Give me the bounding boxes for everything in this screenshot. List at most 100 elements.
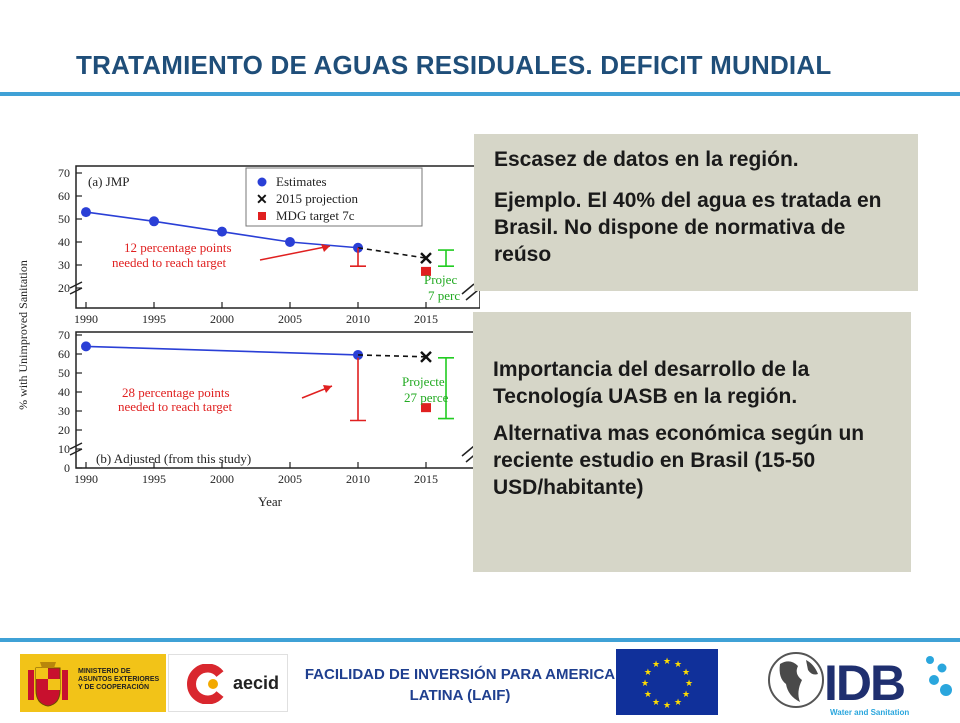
x-tick-label: 2010 — [346, 312, 370, 326]
legend-target: MDG target 7c — [276, 208, 355, 223]
x-tick-label: 2000 — [210, 472, 234, 486]
x-tick-label: 2005 — [278, 312, 302, 326]
y-tick-label: 50 — [58, 366, 70, 380]
idb-globe-icon: IDB Water and Sanitation — [768, 652, 952, 717]
x-tick-label: 2000 — [210, 312, 234, 326]
idb-subtitle: Water and Sanitation — [830, 708, 909, 717]
projected-gap-bar — [438, 357, 454, 420]
panel-a-label: (a) JMP — [88, 174, 130, 189]
estimate-point — [217, 226, 227, 237]
y-axis-label: % with Unimproved Sanitation — [16, 260, 30, 410]
projection-marker — [420, 351, 432, 363]
eu-star: ★ — [674, 659, 682, 669]
y-tick-label: 40 — [58, 235, 70, 249]
estimate-point — [81, 341, 91, 352]
x-tick-label: 2015 — [414, 472, 438, 486]
projection-marker — [420, 252, 432, 264]
panel-b-marks — [81, 341, 454, 422]
sanitation-chart: % with Unimproved Sanitation 20 30 40 50 60 7… — [16, 165, 480, 509]
panel-a-annotation-arrow — [259, 245, 331, 261]
y-tick-label: 20 — [58, 281, 70, 295]
panel-a-marks — [81, 207, 454, 276]
panel-b-annotation-arrowhead — [323, 385, 332, 393]
panel-a-annotation-arrowhead — [321, 244, 330, 252]
coat-of-arms-icon — [28, 662, 68, 707]
svg-text:IDB: IDB — [824, 655, 904, 711]
y-tick-label: 20 — [58, 423, 70, 437]
eu-star: ★ — [663, 700, 671, 710]
panel-a-frame — [75, 165, 480, 309]
target-marker — [421, 266, 431, 276]
x-tick-label: 2015 — [414, 312, 438, 326]
aecid-text: aecid — [233, 673, 280, 693]
y-tick-label: 30 — [58, 258, 70, 272]
eu-star: ★ — [644, 667, 652, 677]
eu-star: ★ — [652, 697, 660, 707]
page-title: TRATAMIENTO DE AGUAS RESIDUALES. DEFICIT… — [76, 50, 832, 80]
panel-b-axis-break — [69, 442, 83, 456]
y-tick-label: 10 — [58, 442, 70, 456]
y-tick-label: 70 — [58, 328, 70, 342]
panel-b-frame — [75, 331, 480, 469]
panel-a-annotation-line2: needed to reach target — [112, 255, 227, 270]
top-divider — [0, 92, 960, 96]
x-tick-label: 1995 — [142, 472, 166, 486]
eu-stars-icon: ★★★★★★★★★ ★ ★★ — [641, 656, 693, 710]
y-tick-label: 70 — [58, 166, 70, 180]
x-tick-label: 1990 — [74, 312, 98, 326]
info-box-data-scarcity: Escasez de datos en la región. Ejemplo. … — [474, 134, 918, 291]
target-marker — [421, 403, 431, 413]
spain-ministry-text: MINISTERIO DE ASUNTOS EXTERIORES Y DE CO… — [78, 668, 160, 691]
legend — [245, 167, 423, 227]
x-tick-label: 1990 — [74, 472, 98, 486]
eu-star: ★ — [685, 678, 693, 688]
panel-a-annotation-line1: 12 percentage points — [124, 240, 232, 255]
eu-star: ★ — [641, 678, 649, 688]
y-tick-label: 0 — [64, 461, 70, 475]
eu-star: ★ — [652, 659, 660, 669]
x-tick-label: 1995 — [142, 312, 166, 326]
info-box-uasb-line2: Alternativa mas económica según un recie… — [493, 422, 865, 499]
panel-b-projection-label-1: Projecte — [402, 374, 445, 389]
legend-estimates-marker — [257, 177, 267, 187]
info-box-data-scarcity-line1: Escasez de datos en la región. — [494, 148, 799, 171]
panel-b-x-ticks: 1990 1995 2000 2005 2010 2015 — [74, 462, 438, 486]
eu-flag: ★ ★ ★ ★ ★ ★ ★ ★ ★ ★ ★ ★ — [616, 649, 718, 715]
bottom-divider — [0, 638, 960, 642]
gap-bar — [350, 247, 366, 267]
panel-a-x-ticks: 1990 1995 2000 2005 2010 2015 — [74, 302, 438, 326]
panel-b-projection-label-2: 27 perce — [404, 390, 449, 405]
panel-b-y-ticks: 0 10 20 30 40 50 60 70 — [58, 328, 82, 475]
panel-b-annotation-line1: 28 percentage points — [122, 385, 230, 400]
y-tick-label: 60 — [58, 347, 70, 361]
estimate-point — [285, 237, 295, 247]
legend-projection: 2015 projection — [276, 191, 358, 206]
info-box-uasb-line1: Importancia del desarrollo de la Tecnolo… — [493, 358, 810, 408]
panel-a-axis-break — [69, 281, 83, 295]
legend-estimates: Estimates — [276, 174, 327, 189]
info-box-uasb: Importancia del desarrollo de la Tecnolo… — [473, 312, 911, 572]
legend-projection-marker: ✕ — [256, 193, 268, 208]
x-axis-label: Year — [258, 494, 283, 509]
estimate-point — [149, 216, 159, 227]
panel-b-label: (b) Adjusted (from this study) — [96, 451, 251, 466]
gap-bar — [350, 357, 366, 422]
eu-star: ★ — [682, 689, 690, 699]
eu-star: ★ — [682, 667, 690, 677]
panel-a-projection-label-1: Projec — [424, 272, 457, 287]
projected-gap-bar — [438, 249, 454, 267]
laif-label: FACILIDAD DE INVERSIÓN PARA AMERICA LATI… — [304, 666, 616, 704]
idb-logo: IDB Water and Sanitation — [766, 648, 956, 718]
y-tick-label: 60 — [58, 189, 70, 203]
panel-a-axis-break-right — [461, 283, 479, 301]
panel-a-projection-label-2: 7 perc — [428, 288, 460, 303]
spain-ministry-logo: MINISTERIO DE ASUNTOS EXTERIORES Y DE CO… — [20, 654, 166, 712]
estimates-line — [85, 345, 359, 356]
x-tick-label: 2005 — [278, 472, 302, 486]
eu-star: ★ — [663, 656, 671, 666]
x-tick-label: 2010 — [346, 472, 370, 486]
panel-a-y-ticks: 20 30 40 50 60 70 — [58, 166, 82, 295]
y-tick-label: 40 — [58, 385, 70, 399]
aecid-logo: aecid — [168, 654, 288, 712]
legend-target-marker — [258, 212, 266, 220]
